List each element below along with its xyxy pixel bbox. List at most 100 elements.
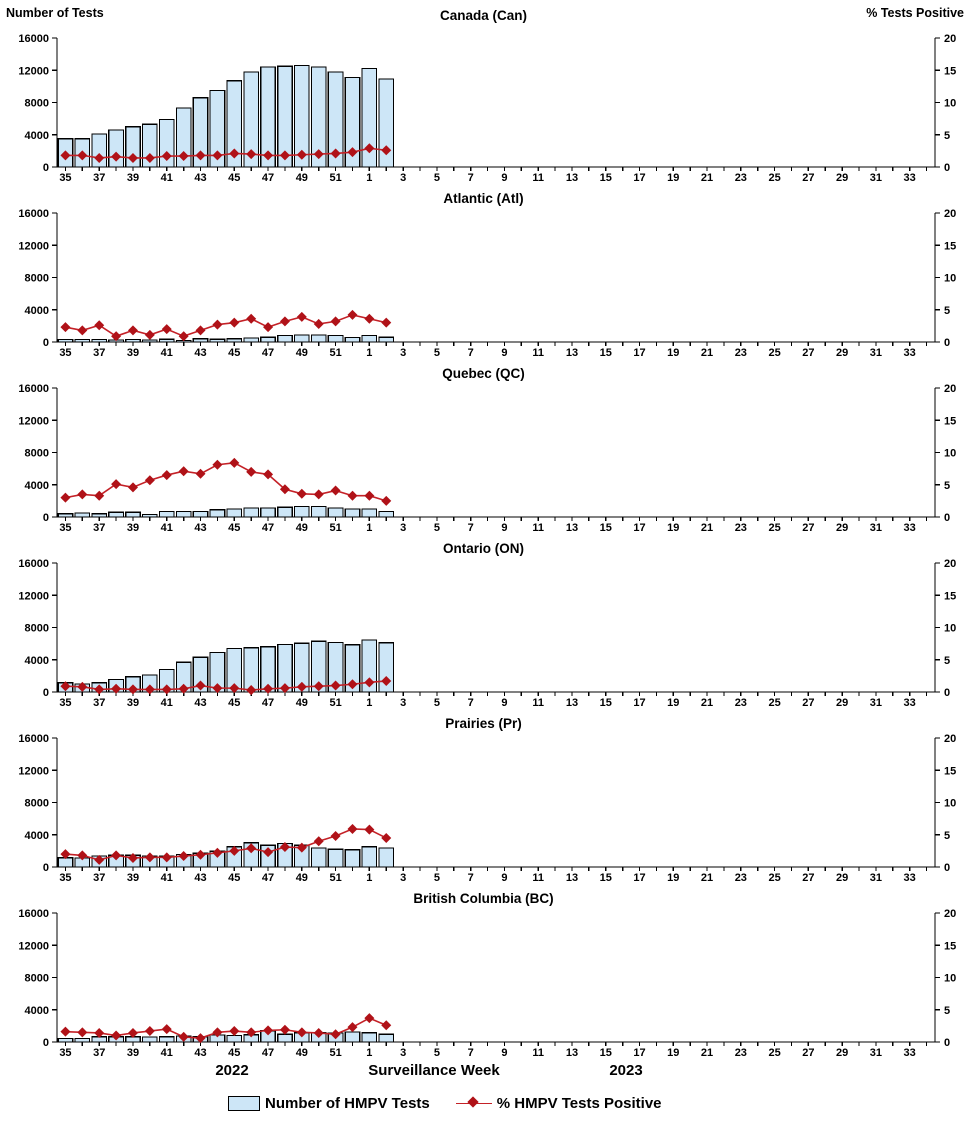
pct-positive-marker [111,683,122,694]
test-bar [175,510,192,518]
left-axis-title: Number of Tests [6,6,104,20]
x-axis-title: Surveillance Week [368,1062,500,1079]
week-tick-label: 7 [468,1047,474,1059]
week-tick-label: 47 [262,347,274,359]
week-tick-label: 51 [329,1047,341,1059]
pct-positive-marker [94,320,105,331]
pct-positive-marker [279,484,290,495]
week-tick-label: 47 [262,697,274,709]
week-tick-label: 15 [600,1047,612,1059]
week-tick-label: 19 [667,1047,679,1059]
pct-positive-marker [296,488,307,499]
right-tick-label: 10 [944,448,956,460]
test-bar [226,1034,243,1043]
pct-positive-marker [111,479,122,490]
week-tick-label: 9 [501,522,507,534]
test-bar [57,857,74,868]
pct-positive-marker [347,147,358,158]
pct-positive-marker [263,150,274,161]
week-tick-label: 29 [836,872,848,884]
week-tick-label: 33 [904,697,916,709]
test-bar [142,1036,158,1043]
week-tick-label: 21 [701,522,713,534]
pct-positive-marker [77,1027,88,1038]
left-tick-label: 16000 [18,558,49,570]
week-tick-label: 29 [836,522,848,534]
pct-positive-marker [313,149,324,160]
week-tick-label: 7 [468,522,474,534]
panel-canada: 0 4000 8000 12000 16000 0 5 10 15 20 35 37 39 41 43 45 4… [0,32,967,185]
right-tick-label: 0 [944,687,950,699]
week-tick-label: 35 [59,522,71,534]
test-bar [378,336,395,343]
pct-positive-marker [347,823,358,834]
left-tick-label: 12000 [18,590,49,602]
pct-positive-marker [178,331,189,342]
left-tick-label: 12000 [18,765,49,777]
test-bar [378,510,395,518]
week-tick-label: 45 [228,172,240,184]
pct-positive-line [65,314,387,338]
week-tick-label: 19 [667,347,679,359]
legend-label-tests: Number of HMPV Tests [265,1094,430,1112]
right-tick-label: 5 [944,1005,950,1017]
pct-positive-marker [94,854,105,865]
week-tick-label: 47 [262,522,274,534]
pct-positive-marker [144,329,155,340]
week-tick-label: 21 [701,697,713,709]
week-tick-label: 17 [633,697,645,709]
week-tick-label: 19 [667,172,679,184]
test-bar [260,336,276,343]
week-tick-label: 41 [161,697,173,709]
pct-positive-marker [212,319,223,330]
panel-title-canada: Canada (Can) [439,8,527,23]
pct-positive-marker [94,1027,105,1038]
pct-positive-marker [144,852,155,863]
pct-positive-marker [195,680,206,691]
week-tick-label: 19 [667,697,679,709]
test-bar [361,1032,378,1043]
test-bar [310,505,327,518]
pct-positive-marker [330,831,341,842]
test-bar [192,510,209,518]
pct-positive-marker [330,680,341,691]
left-tick-label: 8000 [25,973,49,985]
pct-positive-marker [77,489,88,500]
test-bar [293,334,310,343]
week-tick-label: 49 [296,1047,308,1059]
week-tick-label: 3 [400,697,406,709]
test-bar [344,1031,361,1043]
pct-positive-marker [178,851,189,862]
week-tick-label: 17 [633,1047,645,1059]
week-tick-label: 11 [532,872,544,884]
x-axis-caption-row: 2022 Surveillance Week 2023 [0,1060,967,1086]
year-2023-label: 2023 [609,1062,643,1079]
pct-positive-marker [229,1026,240,1037]
pct-positive-marker [94,152,105,163]
pct-positive-marker [229,148,240,159]
pct-positive-marker [111,151,122,162]
week-tick-label: 7 [468,172,474,184]
pct-positive-marker [263,847,274,858]
left-tick-label: 16000 [18,33,49,45]
test-bar [209,509,226,518]
week-tick-label: 19 [667,522,679,534]
pct-positive-marker [279,1024,290,1035]
test-bar [158,510,175,518]
pct-positive-marker [313,318,324,329]
week-tick-label: 45 [228,1047,240,1059]
week-tick-label: 31 [870,522,882,534]
week-tick-label: 13 [566,347,578,359]
pct-positive-marker [195,1033,206,1044]
right-tick-label: 20 [944,733,956,745]
week-tick-label: 27 [802,872,814,884]
right-tick-label: 5 [944,130,950,142]
pct-positive-marker [127,152,138,163]
week-tick-label: 47 [262,872,274,884]
test-bar [277,506,293,518]
pct-positive-marker [60,849,71,860]
week-tick-label: 35 [59,347,71,359]
test-bar [378,847,395,868]
pct-positive-marker [60,492,71,503]
